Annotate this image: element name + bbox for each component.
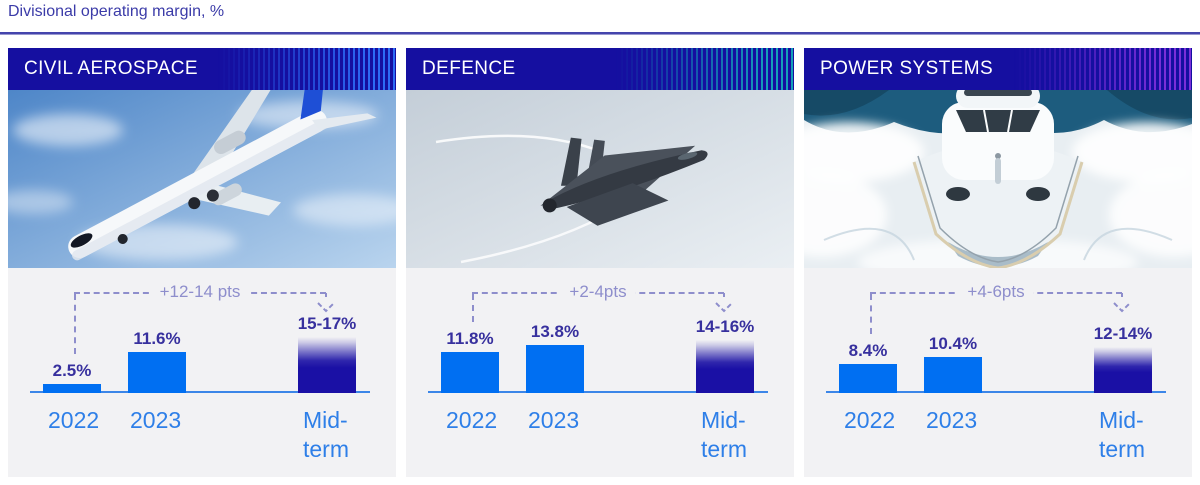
arrow-down-icon — [715, 293, 733, 313]
arrow-down-icon — [317, 293, 335, 313]
chart-defence: +2-4pts 11.8% 13.8% 14-16% — [406, 268, 794, 477]
panel-header-power-systems: POWER SYSTEMS — [804, 48, 1192, 90]
panels-row: CIVIL AEROSPACE — [8, 48, 1192, 477]
bar-2023: 10.4% — [924, 334, 982, 393]
panel-title: DEFENCE — [422, 58, 516, 79]
bar-rect — [924, 357, 982, 393]
x-tick-mid-term: Mid- term — [1099, 407, 1145, 462]
panel-power-systems: POWER SYSTEMS — [804, 48, 1192, 477]
panel-title: POWER SYSTEMS — [820, 58, 994, 79]
panel-header-defence: DEFENCE — [406, 48, 794, 90]
arrow-down-icon — [1113, 293, 1131, 313]
bar-rect — [298, 337, 356, 393]
fighter-jet-shape — [540, 137, 708, 226]
chart-civil-aerospace: +12-14 pts 2.5% 11.6% 15-17% — [8, 268, 396, 477]
x-tick-2022: 2022 — [844, 407, 896, 433]
bar-2022: 8.4% — [839, 341, 897, 393]
page-title: Divisional operating margin, % — [8, 3, 225, 20]
bar-rect — [441, 352, 499, 393]
bar-mid-term: 15-17% — [298, 314, 356, 393]
bar-value-label: 8.4% — [848, 341, 888, 360]
bar-2022: 2.5% — [43, 361, 101, 393]
bar-mid-term: 14-16% — [696, 317, 754, 393]
bar-rect — [526, 345, 584, 393]
x-tick-2023: 2023 — [926, 407, 978, 433]
bar-value-label: 10.4% — [928, 334, 978, 353]
annotation-vertical — [74, 294, 76, 354]
panel-civil-aerospace: CIVIL AEROSPACE — [8, 48, 396, 477]
chart-power-systems: +4-6pts 8.4% 10.4% 12-14% — [804, 268, 1192, 477]
bar-2023: 13.8% — [526, 322, 584, 393]
bar-value-label: 12-14% — [1093, 324, 1153, 343]
bar-rect — [1094, 347, 1152, 393]
annotation-label: +2-4pts — [560, 282, 636, 302]
x-axis — [826, 391, 1166, 393]
bar-rect — [696, 340, 754, 393]
title-rule — [0, 32, 1200, 35]
airliner-shape — [68, 90, 377, 261]
annotation-label: +4-6pts — [958, 282, 1034, 302]
bar-2022: 11.8% — [441, 329, 499, 393]
panel-header-civil-aerospace: CIVIL AEROSPACE — [8, 48, 396, 90]
yacht-shape — [912, 90, 1084, 268]
x-axis — [428, 391, 768, 393]
x-axis — [30, 391, 370, 393]
bar-value-label: 2.5% — [52, 361, 92, 380]
bar-value-label: 11.8% — [446, 329, 494, 348]
bar-rect — [128, 352, 186, 393]
x-tick-mid-term: Mid- term — [701, 407, 747, 462]
annotation-label: +12-14 pts — [150, 282, 250, 302]
bar-value-label: 11.6% — [133, 329, 181, 348]
fighter-jet-photo-illustration — [406, 90, 794, 268]
x-tick-2023: 2023 — [528, 407, 580, 433]
yacht-photo-illustration — [804, 90, 1192, 268]
x-tick-2022: 2022 — [48, 407, 100, 433]
power-systems-image — [804, 90, 1192, 268]
annotation-vertical — [870, 294, 872, 334]
civil-aerospace-image — [8, 90, 396, 268]
panel-title: CIVIL AEROSPACE — [24, 58, 198, 79]
panel-defence: DEFENCE — [406, 48, 794, 477]
bar-value-label: 13.8% — [530, 322, 580, 341]
bar-rect — [43, 384, 101, 393]
bar-value-label: 15-17% — [297, 314, 357, 333]
airliner-photo-illustration — [8, 90, 396, 268]
bar-value-label: 14-16% — [695, 317, 755, 336]
bar-2023: 11.6% — [128, 329, 186, 393]
bar-rect — [839, 364, 897, 393]
x-tick-2022: 2022 — [446, 407, 498, 433]
x-tick-2023: 2023 — [130, 407, 182, 433]
annotation-vertical — [472, 294, 474, 322]
defence-image — [406, 90, 794, 268]
x-tick-mid-term: Mid- term — [303, 407, 349, 462]
bar-mid-term: 12-14% — [1094, 324, 1152, 393]
